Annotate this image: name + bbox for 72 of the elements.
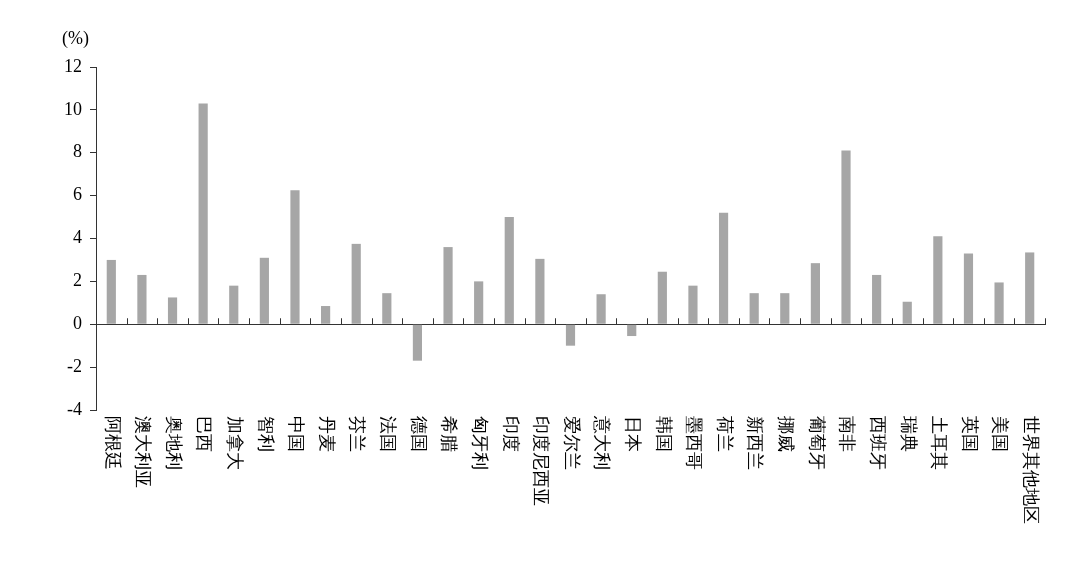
bar — [474, 281, 484, 324]
x-tick-label: 智利 — [255, 416, 276, 452]
x-tick-label: 南非 — [837, 416, 858, 452]
x-tick-label: 德国 — [408, 416, 429, 452]
bar — [780, 293, 790, 324]
y-tick-label: 4 — [73, 227, 82, 248]
x-tick-label: 瑞典 — [898, 416, 919, 452]
x-tick-label: 印度尼西亚 — [531, 416, 552, 506]
x-tick-label: 澳大利亚 — [133, 416, 154, 488]
bar — [259, 257, 269, 324]
x-tick-label: 法国 — [378, 416, 399, 452]
y-tick-label: 8 — [73, 141, 82, 162]
x-tick-label: 韩国 — [653, 416, 674, 452]
bar — [810, 263, 820, 324]
bar — [596, 294, 606, 324]
x-tick-label: 爱尔兰 — [561, 416, 582, 470]
bar — [1025, 252, 1035, 324]
y-tick-label: -4 — [67, 398, 82, 419]
x-tick-label: 西班牙 — [867, 416, 888, 470]
bar — [963, 253, 974, 324]
y-axis-title: (%) — [62, 28, 89, 49]
bar — [137, 274, 147, 324]
x-tick-label: 意大利 — [592, 415, 613, 470]
x-tick-label: 新西兰 — [745, 416, 766, 470]
bar — [167, 297, 178, 324]
x-tick-label: 荷兰 — [714, 416, 735, 452]
bar — [412, 324, 423, 361]
bar — [106, 259, 116, 324]
bar — [872, 274, 882, 324]
bar — [351, 243, 361, 324]
y-tick-label: 0 — [73, 312, 82, 333]
y-tick-label: -2 — [67, 355, 82, 376]
x-tick-label: 挪威 — [776, 416, 797, 452]
x-tick-label: 墨西哥 — [684, 416, 705, 470]
x-tick-label: 奥地利 — [163, 416, 184, 470]
y-tick-label: 10 — [64, 98, 82, 119]
x-tick-label: 英国 — [959, 416, 980, 452]
x-tick-label: 美国 — [990, 416, 1011, 452]
x-tick-label: 丹麦 — [316, 416, 337, 452]
x-tick-label: 土耳其 — [929, 416, 950, 470]
x-tick-label: 巴西 — [194, 416, 215, 452]
bar — [933, 236, 943, 324]
bar — [382, 293, 392, 324]
bar — [718, 212, 729, 324]
bar — [321, 306, 331, 324]
x-tick-label: 世界其他地区 — [1020, 416, 1041, 524]
bar — [229, 285, 239, 324]
x-tick-label: 中国 — [286, 416, 307, 452]
bar — [627, 324, 637, 337]
x-tick-label: 日本 — [622, 416, 643, 452]
x-tick-label: 阿根廷 — [102, 416, 123, 470]
bar — [841, 150, 851, 324]
y-tick-label: 2 — [73, 270, 82, 291]
bar — [290, 190, 300, 324]
x-tick-label: 芬兰 — [347, 416, 368, 452]
y-tick-label: 6 — [73, 184, 82, 205]
bar — [994, 282, 1004, 324]
x-tick-label: 印度 — [500, 416, 521, 452]
y-tick-label: 12 — [64, 55, 82, 76]
x-tick-label: 葡萄牙 — [806, 416, 827, 470]
bar — [688, 285, 698, 324]
bar — [535, 258, 545, 324]
bar — [657, 271, 667, 324]
bar — [198, 103, 208, 324]
bar — [443, 247, 453, 324]
bar — [504, 217, 514, 324]
x-tick-label: 希腊 — [439, 416, 460, 452]
bar — [565, 324, 576, 346]
x-tick-label: 匈牙利 — [469, 416, 490, 470]
x-tick-label: 加拿大 — [225, 416, 246, 470]
bar — [902, 301, 912, 324]
bar — [749, 293, 759, 324]
